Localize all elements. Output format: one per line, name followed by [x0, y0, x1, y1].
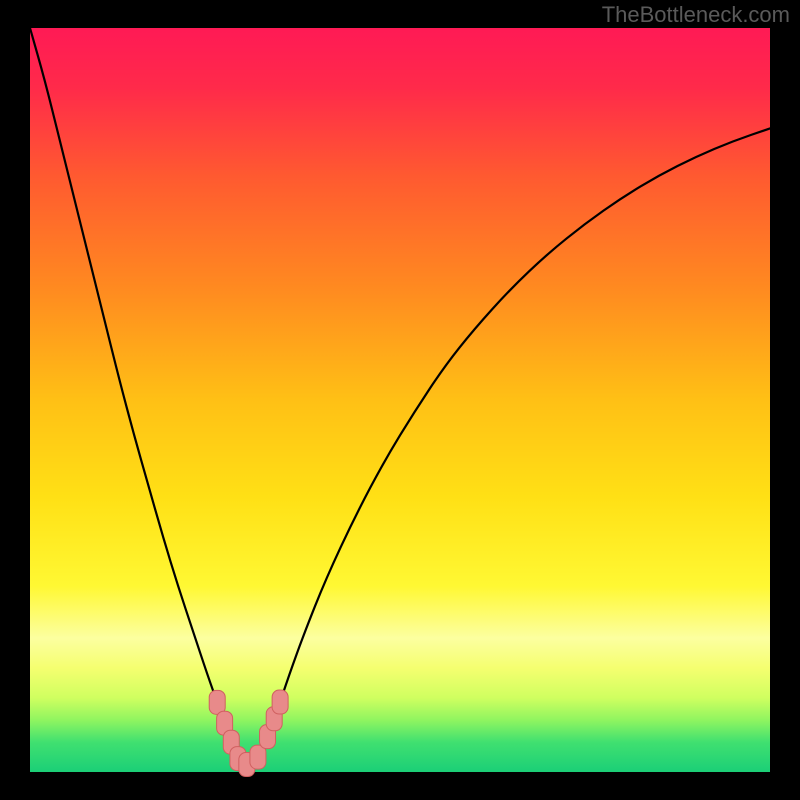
plot-background-gradient	[30, 28, 770, 772]
bottleneck-curve-chart	[0, 0, 800, 800]
chart-container: TheBottleneck.com	[0, 0, 800, 800]
watermark-text: TheBottleneck.com	[602, 2, 790, 28]
curve-marker	[250, 745, 266, 769]
curve-marker	[272, 690, 288, 714]
